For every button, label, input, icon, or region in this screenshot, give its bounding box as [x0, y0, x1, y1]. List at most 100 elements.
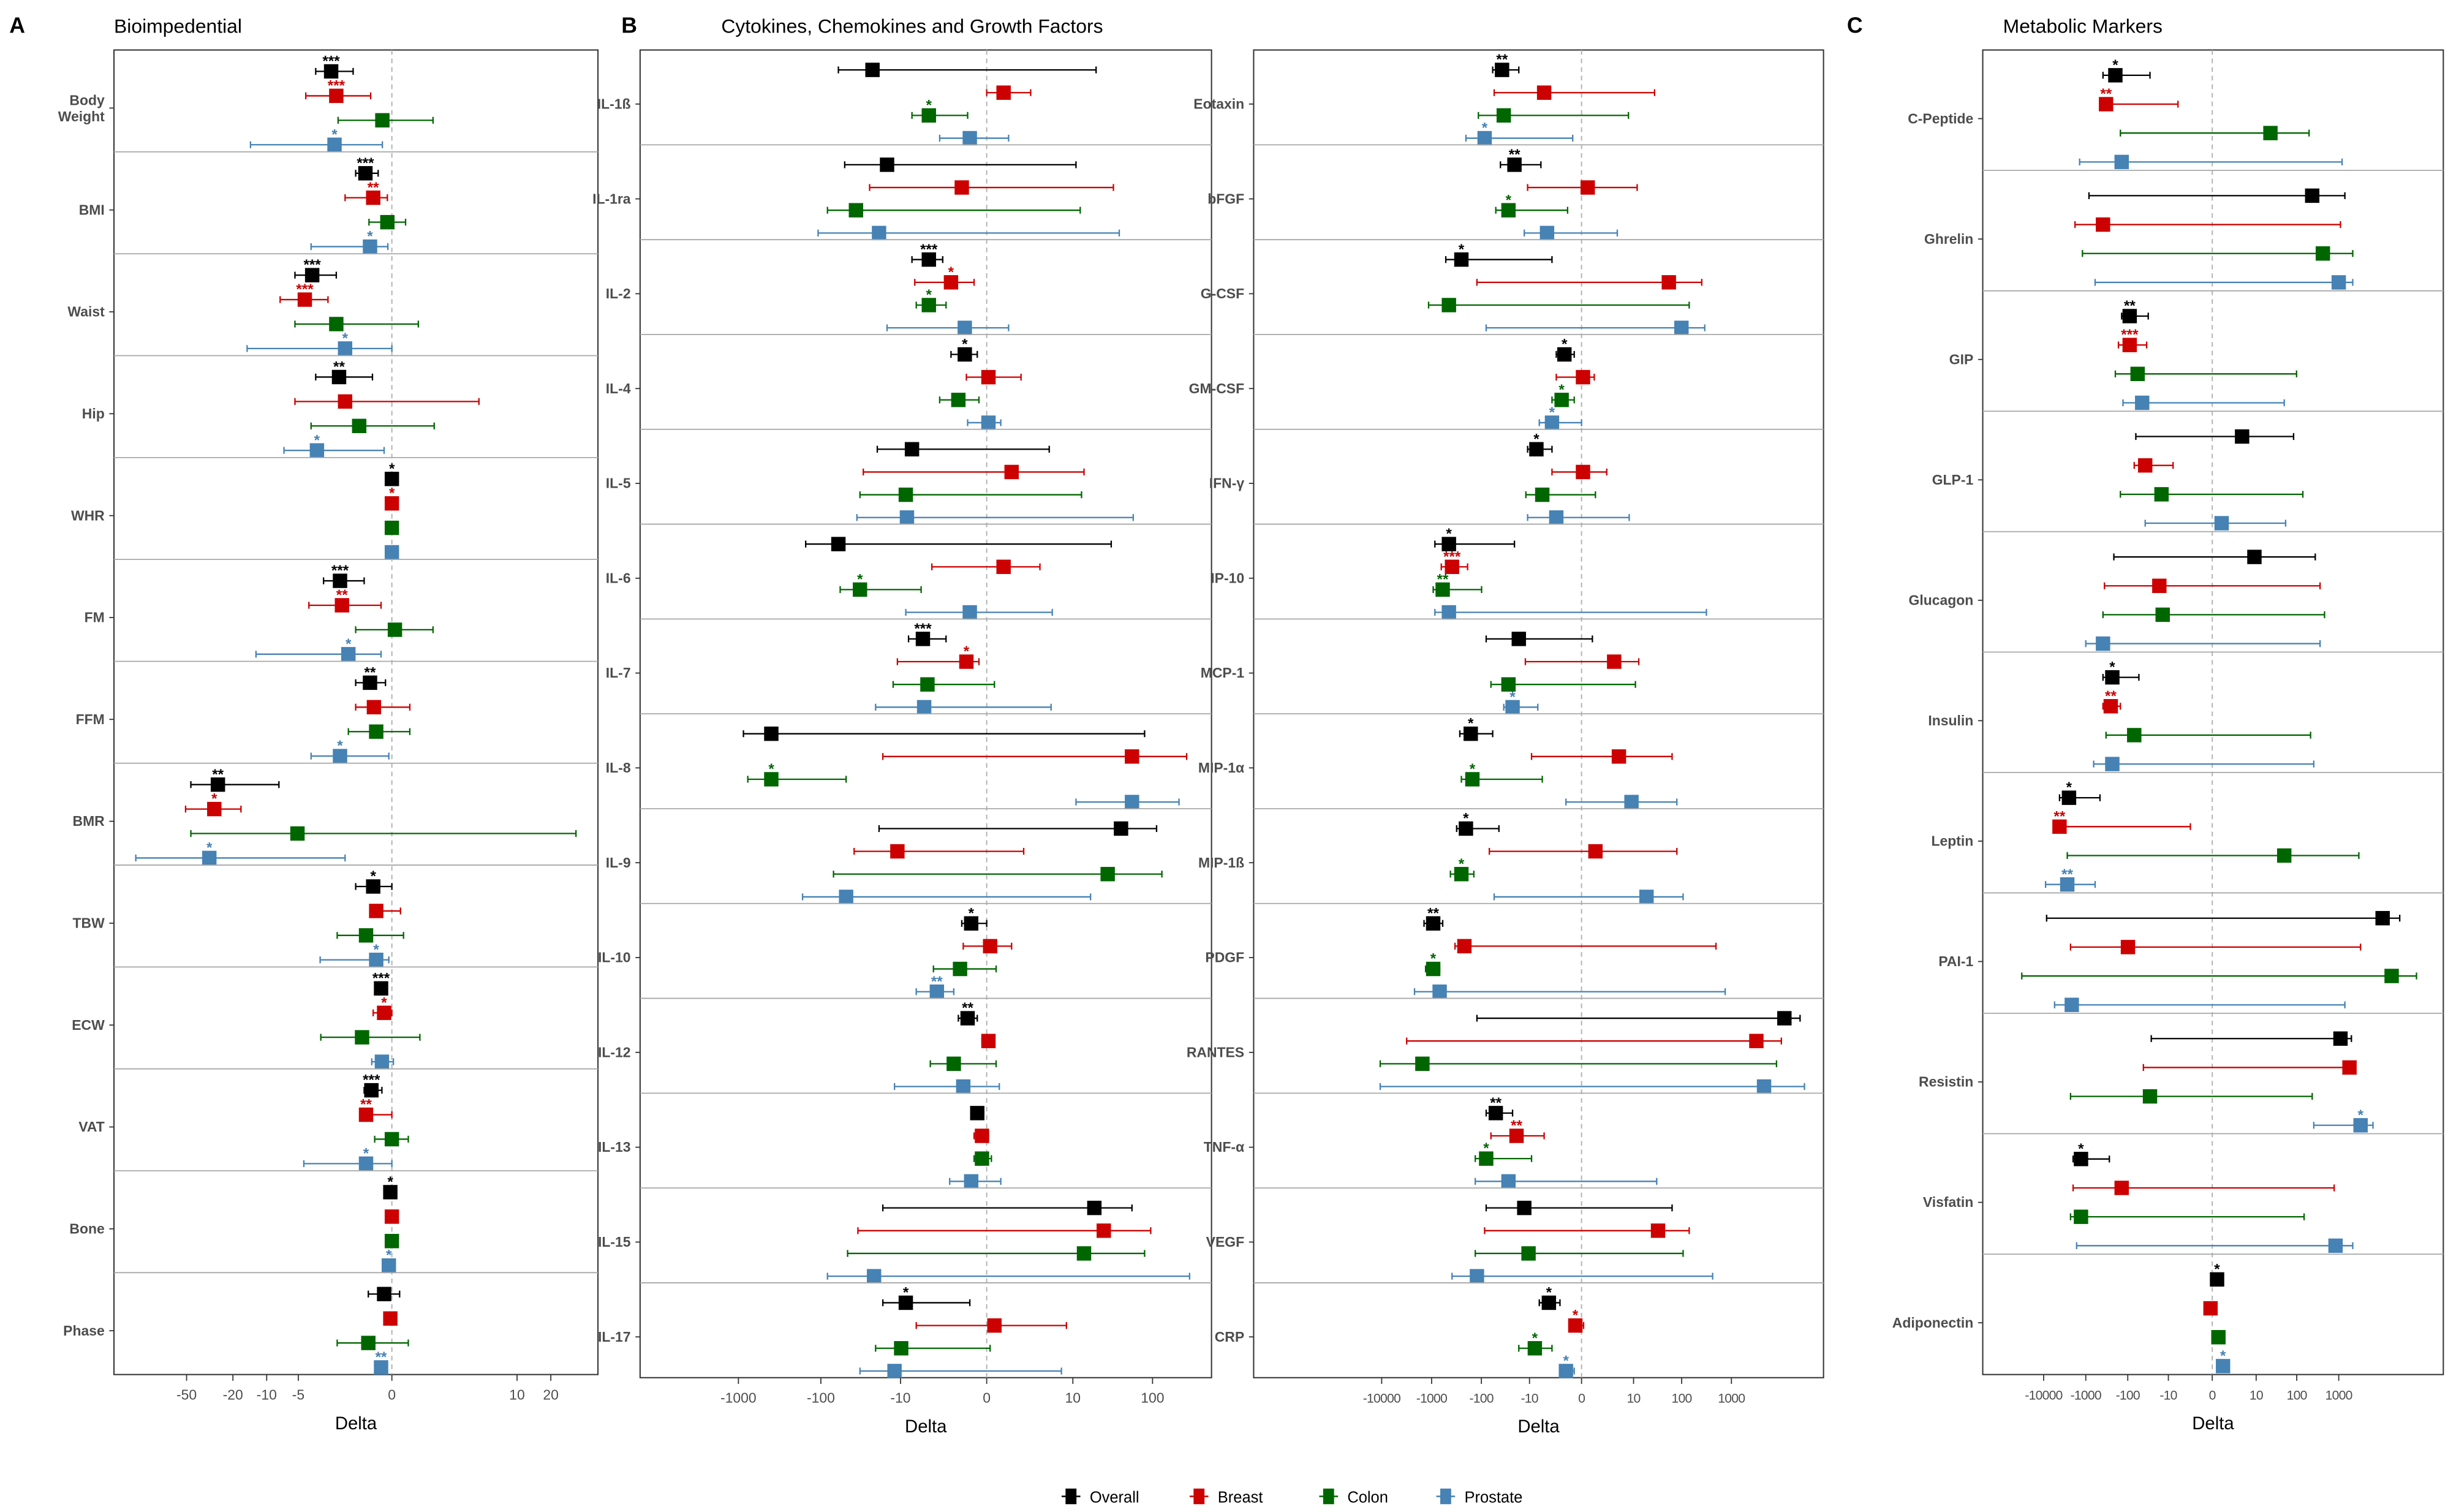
row-label: IL-17	[598, 1329, 631, 1345]
point-estimate-square	[1464, 726, 1478, 741]
legend-swatch	[1323, 1488, 1334, 1505]
estimate-breast: ***	[305, 77, 372, 104]
estimate-prostate: *	[1465, 120, 1574, 146]
point-estimate-square	[2074, 1152, 2088, 1166]
point-estimate-square	[2127, 728, 2142, 743]
row-label: Visfatin	[1923, 1194, 1973, 1210]
point-estimate-square	[2105, 670, 2120, 685]
estimate-overall: ***	[907, 621, 947, 646]
estimate-prostate: *	[319, 942, 390, 967]
estimate-breast	[294, 394, 480, 409]
estimate-prostate: **	[915, 973, 955, 999]
estimate-breast: *	[914, 264, 975, 290]
row-label: IL-1ra	[592, 191, 631, 206]
point-estimate-square	[1509, 1128, 1524, 1143]
point-estimate-square	[2142, 1089, 2158, 1104]
significance-stars: *	[1483, 1140, 1489, 1157]
point-estimate-square	[1541, 1295, 1557, 1310]
point-estimate-square	[1529, 442, 1544, 457]
point-estimate-square	[1505, 700, 1520, 715]
significance-stars: *	[1430, 951, 1437, 967]
estimate-colon	[859, 487, 1082, 502]
legend: Overall Breast Colon Prostate	[1061, 1488, 1522, 1506]
row-label: PDGF	[1205, 950, 1244, 966]
point-estimate-square	[369, 724, 383, 739]
estimate-overall: *	[1456, 811, 1500, 836]
estimate-colon	[939, 393, 980, 407]
estimate-colon: *	[1460, 761, 1543, 787]
row-label: Body Weight	[58, 92, 105, 124]
point-estimate-square	[333, 749, 347, 763]
estimate-breast	[1488, 844, 1678, 859]
point-estimate-square	[981, 1034, 996, 1048]
estimate-overall: ***	[355, 155, 379, 181]
point-estimate-square	[2328, 1238, 2343, 1253]
point-estimate-square	[1432, 984, 1447, 999]
x-tick-label: 0	[388, 1386, 396, 1402]
row-label: Bone	[69, 1220, 104, 1236]
point-estimate-square	[2331, 275, 2346, 290]
estimate-prostate	[1075, 795, 1180, 809]
point-estimate-square	[2130, 366, 2145, 382]
estimate-prostate	[2079, 154, 2343, 170]
forest-panels: Body Weight*******BMI******Waist*******Hi…	[58, 49, 2444, 1437]
estimate-prostate	[939, 130, 1010, 146]
estimate-prostate	[886, 320, 1010, 335]
estimate-colon	[384, 1234, 399, 1249]
legend-item-prostate: Prostate	[1436, 1488, 1522, 1506]
point-estimate-square	[1650, 1223, 1666, 1238]
significance-stars: *	[314, 432, 320, 448]
row-label: IL-10	[598, 950, 631, 966]
point-estimate-square	[1517, 1200, 1532, 1215]
estimate-overall: **	[355, 664, 387, 690]
x-tick-label: -5	[292, 1386, 304, 1402]
point-estimate-square	[2353, 1118, 2368, 1133]
significance-stars: **	[333, 359, 345, 376]
point-estimate-square	[964, 916, 979, 931]
point-estimate-square	[1004, 464, 1019, 480]
point-estimate-square	[363, 675, 377, 690]
point-estimate-square	[2096, 217, 2110, 232]
point-estimate-square	[1674, 320, 1689, 335]
significance-stars: *	[389, 485, 395, 502]
point-estimate-square	[2122, 338, 2137, 352]
x-tick-label: -10	[890, 1390, 910, 1406]
point-estimate-square	[2235, 429, 2250, 444]
point-estimate-square	[1426, 961, 1441, 977]
significance-stars: *	[206, 840, 213, 856]
estimate-colon	[384, 520, 399, 535]
significance-stars: **	[1509, 146, 1521, 163]
estimate-prostate	[905, 605, 1053, 620]
significance-stars: *	[857, 571, 863, 588]
x-tick-label: -1000	[1416, 1392, 1447, 1406]
estimate-breast: **	[2099, 86, 2179, 112]
estimate-breast	[1555, 369, 1595, 385]
estimate-overall	[2150, 1031, 2352, 1046]
estimate-breast: *	[372, 994, 393, 1020]
point-estimate-square	[898, 1295, 913, 1310]
x-tick-label: -10000	[1363, 1392, 1400, 1406]
point-estimate-square	[996, 85, 1011, 100]
point-estimate-square	[331, 369, 347, 385]
point-estimate-square	[304, 268, 320, 282]
point-estimate-square	[1445, 559, 1459, 574]
point-estimate-square	[2096, 636, 2110, 651]
point-estimate-square	[915, 632, 931, 646]
row-label: BMI	[79, 202, 105, 217]
significance-stars: *	[1549, 404, 1555, 421]
estimate-breast: **	[2052, 808, 2191, 834]
row-label: TBW	[73, 915, 105, 931]
estimate-breast: **	[344, 180, 388, 205]
row-label: BMR	[73, 813, 105, 829]
estimate-prostate	[1474, 1174, 1658, 1189]
estimate-colon	[310, 418, 435, 434]
point-estimate-square	[1426, 916, 1441, 931]
significance-stars: ***	[920, 241, 938, 258]
point-estimate-square	[2099, 97, 2114, 112]
point-estimate-square	[374, 1360, 388, 1375]
significance-stars: *	[926, 287, 932, 303]
estimate-breast	[1524, 654, 1640, 669]
estimate-overall: *	[2058, 779, 2101, 805]
